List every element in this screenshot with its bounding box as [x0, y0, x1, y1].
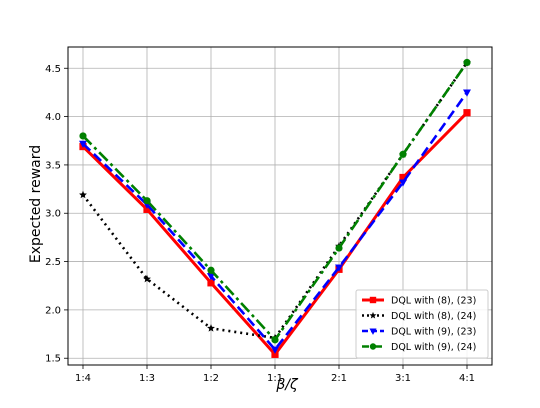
legend-label: DQL with (8), (24) — [391, 311, 476, 322]
data-point — [79, 190, 87, 199]
data-point — [207, 266, 215, 274]
y-tick-label: 1.5 — [45, 354, 61, 365]
legend-item: DQL with (9), (24) — [362, 342, 476, 353]
legend-item: DQL with (9), (23) — [362, 327, 476, 338]
data-point — [335, 264, 343, 272]
data-point — [463, 58, 471, 67]
data-point — [79, 140, 87, 148]
x-tick-label: 3:1 — [395, 373, 411, 384]
x-axis-label: β/ζ — [275, 377, 299, 393]
data-point — [369, 328, 377, 335]
series — [79, 58, 471, 344]
legend-label: DQL with (9), (24) — [391, 342, 476, 353]
x-tick-label: 1:4 — [75, 373, 91, 384]
data-point — [369, 296, 377, 304]
legend-item: DQL with (8), (24) — [362, 311, 476, 322]
legend: DQL with (8), (23) DQL with (8), (24) DQL … — [355, 289, 489, 359]
series-layer — [79, 58, 471, 358]
ticks: 1:4 1:3 1:2 1:1 2:1 3:1 4:1 1.5 2.0 2.5 3.0 3.5 4.0 4… — [45, 64, 475, 384]
legend-label: DQL with (8), (23) — [391, 296, 476, 307]
x-tick-label: 2:1 — [331, 373, 347, 384]
data-point — [335, 244, 343, 252]
data-point — [143, 205, 151, 213]
x-tick-label: 4:1 — [459, 373, 475, 384]
y-tick-label: 3.0 — [45, 209, 61, 220]
data-point — [399, 179, 407, 187]
data-point — [271, 346, 279, 354]
data-point — [207, 279, 215, 287]
data-point — [399, 173, 407, 182]
y-axis-label: Expected reward — [28, 145, 44, 263]
data-point — [143, 197, 151, 205]
data-point — [463, 89, 471, 97]
y-tick-label: 3.5 — [45, 160, 61, 171]
data-point — [207, 273, 215, 281]
y-tick-label: 2.5 — [45, 257, 61, 268]
data-point — [143, 274, 151, 283]
x-tick-label: 1:1 — [267, 373, 283, 384]
legend-label: DQL with (9), (23) — [391, 327, 476, 338]
legend-frame — [355, 289, 489, 359]
y-tick-label: 2.0 — [45, 305, 61, 316]
legend-item: DQL with (8), (23) — [362, 296, 476, 307]
data-point — [79, 132, 87, 140]
y-tick-label: 4.5 — [45, 64, 61, 75]
data-point — [369, 343, 377, 350]
x-tick-label: 1:3 — [139, 373, 155, 384]
data-point — [399, 150, 407, 158]
y-tick-label: 4.0 — [45, 112, 61, 123]
data-point — [271, 350, 279, 358]
data-point — [271, 336, 279, 344]
data-point — [369, 311, 377, 319]
grid — [68, 47, 492, 365]
x-tick-label: 1:2 — [203, 373, 219, 384]
data-point — [207, 324, 215, 332]
plot-frame — [67, 46, 493, 366]
data-point — [463, 109, 471, 117]
